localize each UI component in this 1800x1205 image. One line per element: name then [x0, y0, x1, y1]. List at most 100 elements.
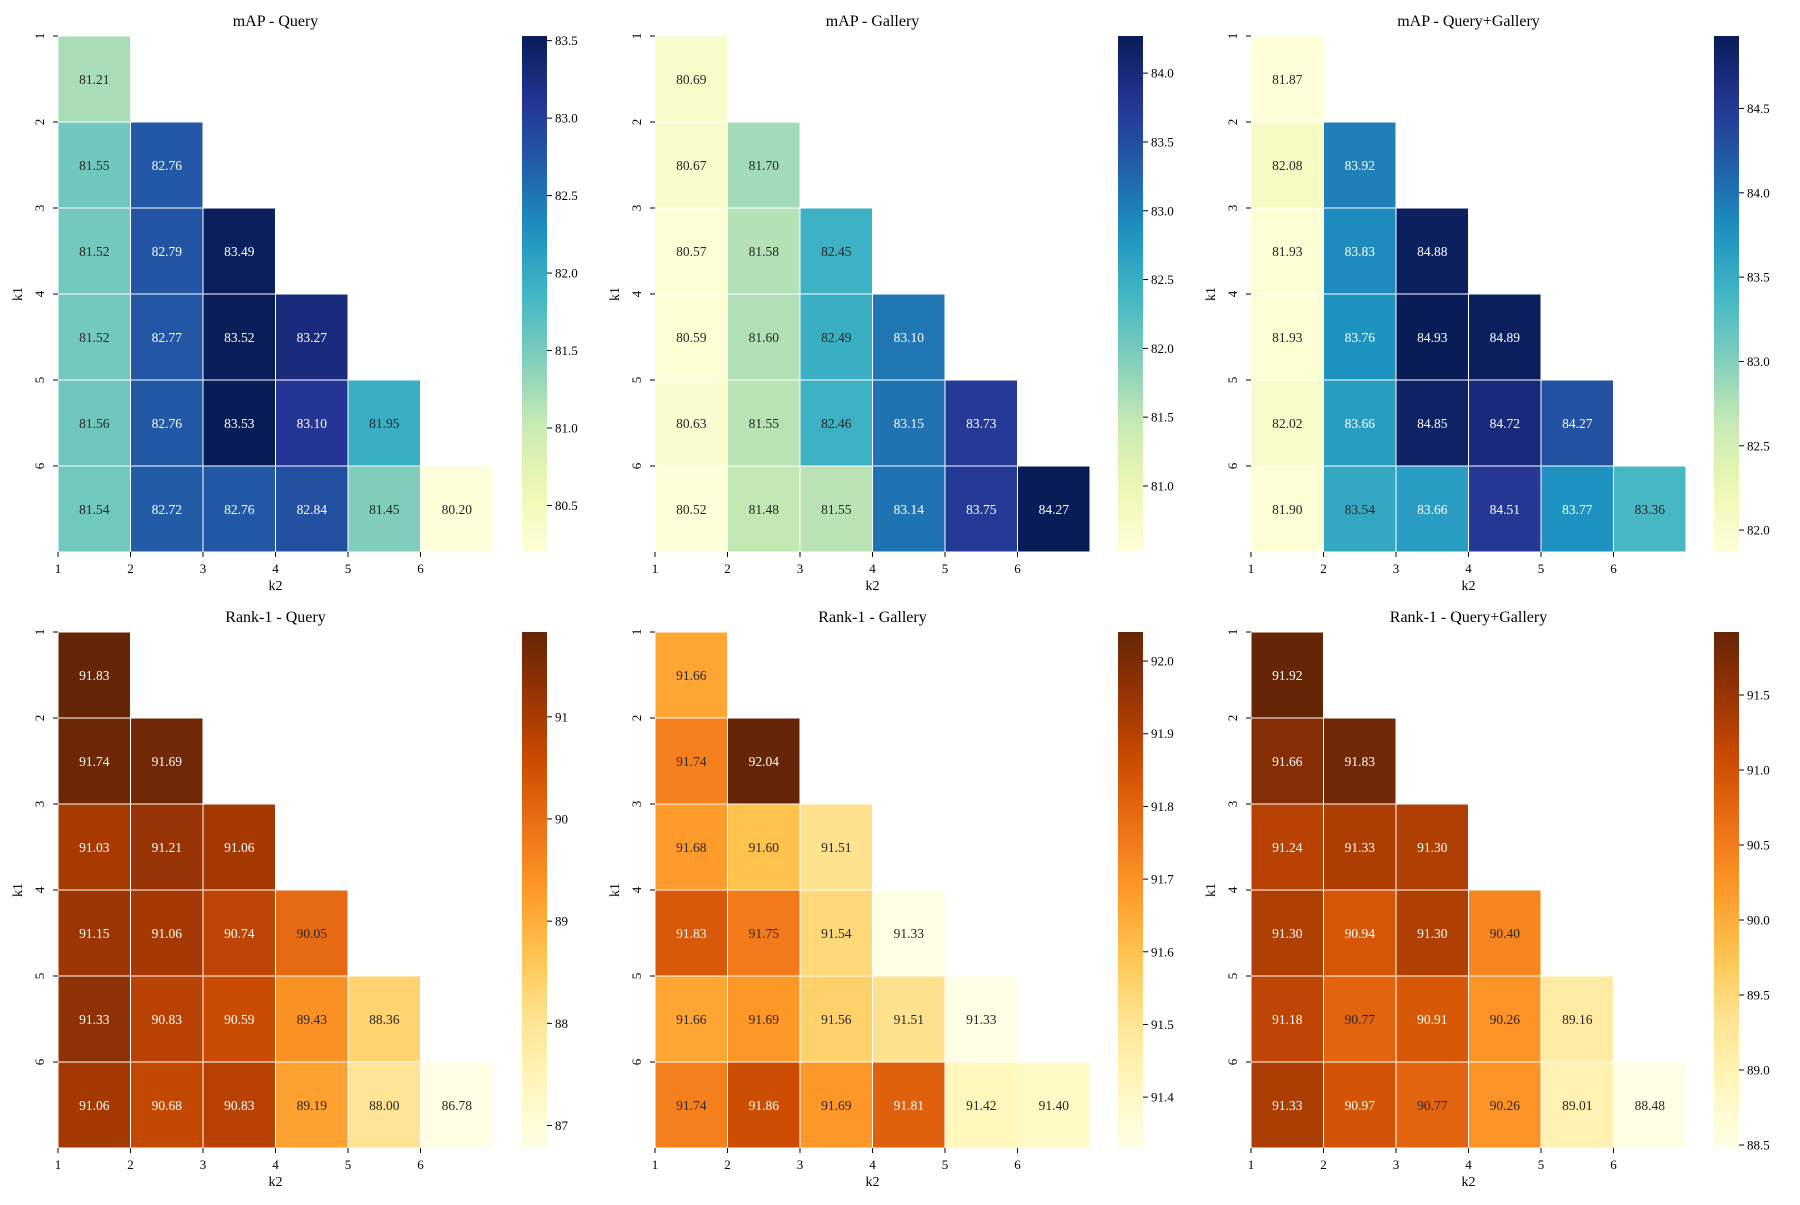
- cell-value-label: 91.66: [1272, 754, 1303, 769]
- heatmap-cell: [420, 1061, 494, 1149]
- heatmap-cell: [654, 465, 728, 553]
- y-tick-label: 6: [32, 462, 47, 469]
- y-tick-label: 2: [629, 119, 644, 126]
- x-tick-label: 6: [1014, 1157, 1021, 1172]
- cell-value-label: 83.77: [1562, 502, 1593, 517]
- heatmap-cell: [654, 207, 728, 295]
- heatmap-cell: [1250, 207, 1324, 295]
- x-tick-label: 2: [127, 561, 134, 576]
- x-tick-label: 1: [55, 561, 62, 576]
- cell-value-label: 83.14: [894, 502, 925, 517]
- heatmap-cell: [872, 379, 946, 467]
- heatmap-cell: [1250, 465, 1324, 553]
- cell-value-label: 91.75: [749, 926, 780, 941]
- heatmap-cell: [1468, 889, 1542, 977]
- cell-value-label: 83.53: [224, 416, 255, 431]
- cell-value-label: 91.74: [676, 1098, 707, 1113]
- x-tick-label: 3: [797, 561, 804, 576]
- x-tick-label: 6: [1014, 561, 1021, 576]
- cell-value-label: 80.69: [676, 72, 707, 87]
- heatmap-cell: [872, 975, 946, 1063]
- x-tick-label: 1: [1248, 1157, 1255, 1172]
- heatmap-cell: [944, 1061, 1018, 1149]
- y-axis-label: k1: [608, 883, 623, 897]
- x-tick-label: 2: [127, 1157, 134, 1172]
- y-tick-label: 2: [32, 119, 47, 126]
- cell-value-label: 90.68: [152, 1098, 183, 1113]
- colorbar-tick-label: 91.9: [1151, 726, 1174, 741]
- cell-value-label: 83.66: [1345, 416, 1376, 431]
- x-tick-label: 3: [1393, 561, 1400, 576]
- heatmap-cell: [727, 465, 801, 553]
- cell-value-label: 91.03: [79, 840, 110, 855]
- y-tick-label: 5: [32, 377, 47, 384]
- cell-value-label: 89.19: [297, 1098, 328, 1113]
- cell-value-label: 91.56: [821, 1012, 852, 1027]
- cell-value-label: 81.48: [749, 502, 780, 517]
- heatmap-cell: [1395, 889, 1469, 977]
- cell-value-label: 83.83: [1345, 244, 1376, 259]
- heatmap-cell: [727, 293, 801, 381]
- heatmap-cell: [1250, 1061, 1324, 1149]
- heatmap-cell: [799, 293, 873, 381]
- x-tick-label: 1: [1248, 561, 1255, 576]
- cell-value-label: 80.57: [676, 244, 707, 259]
- x-tick-label: 5: [345, 1157, 352, 1172]
- panel-title: Rank-1 - Gallery: [818, 609, 926, 626]
- y-tick-label: 4: [1225, 886, 1240, 893]
- cell-value-label: 91.51: [821, 840, 851, 855]
- x-axis-label: k2: [866, 579, 880, 594]
- colorbar-tick-label: 84.0: [1747, 185, 1770, 200]
- cell-value-label: 88.48: [1635, 1098, 1666, 1113]
- cell-value-label: 83.54: [1345, 502, 1376, 517]
- y-tick-label: 4: [1225, 290, 1240, 297]
- heatmap-cell: [1250, 975, 1324, 1063]
- cell-value-label: 81.55: [79, 158, 110, 173]
- y-tick-label: 3: [1225, 205, 1240, 212]
- heatmap-cell: [1540, 1061, 1614, 1149]
- cell-value-label: 90.83: [152, 1012, 183, 1027]
- heatmap-cell: [1613, 1061, 1687, 1149]
- colorbar-tick-label: 81.5: [1151, 410, 1174, 425]
- heatmap-cell: [1250, 803, 1324, 891]
- heatmap-cell: [420, 465, 494, 553]
- colorbar-tick-label: 91.8: [1151, 799, 1174, 814]
- panel-title: Rank-1 - Query: [225, 609, 325, 626]
- heatmap-cell: [1250, 35, 1324, 123]
- heatmap-cell: [654, 121, 728, 209]
- cell-value-label: 83.36: [1635, 502, 1666, 517]
- cell-value-label: 91.24: [1272, 840, 1303, 855]
- heatmap-cell: [944, 975, 1018, 1063]
- cell-value-label: 91.81: [894, 1098, 924, 1113]
- heatmap-cell: [1323, 465, 1397, 553]
- cell-value-label: 81.58: [749, 244, 780, 259]
- cell-value-label: 83.27: [297, 330, 328, 345]
- cell-value-label: 91.54: [821, 926, 852, 941]
- cell-value-label: 84.27: [1039, 502, 1070, 517]
- x-tick-label: 4: [1465, 561, 1472, 576]
- x-tick-label: 6: [417, 561, 424, 576]
- cell-value-label: 92.04: [749, 754, 780, 769]
- heatmap-cell: [872, 1061, 946, 1149]
- cell-value-label: 90.74: [224, 926, 255, 941]
- cell-value-label: 84.72: [1490, 416, 1520, 431]
- cell-value-label: 81.93: [1272, 244, 1303, 259]
- x-tick-label: 2: [1320, 561, 1327, 576]
- heatmap-cell: [275, 889, 349, 977]
- heatmap-cell: [799, 803, 873, 891]
- heatmap-cell: [202, 379, 276, 467]
- heatmap-cell: [1395, 379, 1469, 467]
- cell-value-label: 91.74: [676, 754, 707, 769]
- cell-value-label: 91.06: [79, 1098, 110, 1113]
- cell-value-label: 80.52: [676, 502, 706, 517]
- cell-value-label: 84.85: [1417, 416, 1448, 431]
- colorbar-tick-label: 91.5: [1151, 1017, 1174, 1032]
- colorbar-tick-label: 82.5: [1747, 438, 1770, 453]
- colorbar-tick-label: 80.5: [555, 498, 578, 513]
- x-tick-label: 5: [942, 561, 949, 576]
- colorbar-tick-label: 91.7: [1151, 872, 1174, 887]
- heatmap-panel-4: Rank-1 - Query 91.83 91.74 91.69 91.03 91.21 9…: [11, 609, 569, 1190]
- colorbar-tick-label: 84.5: [1747, 101, 1770, 116]
